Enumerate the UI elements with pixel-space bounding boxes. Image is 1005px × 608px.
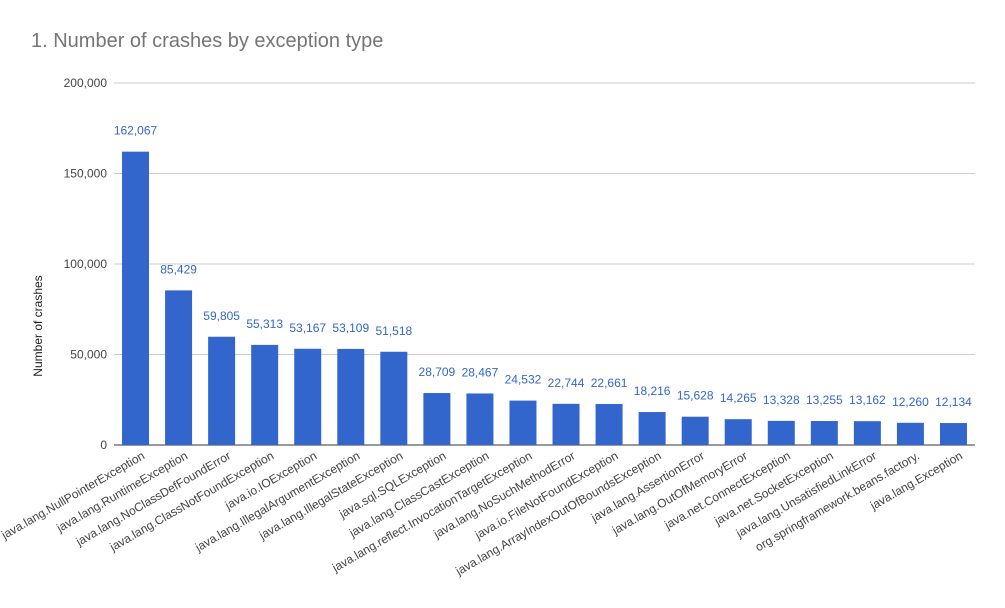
data-label: 13,255 xyxy=(806,393,843,407)
data-label: 12,134 xyxy=(935,395,972,409)
bar xyxy=(853,421,881,445)
data-label: 53,109 xyxy=(332,321,369,335)
bars xyxy=(122,151,967,445)
bar xyxy=(638,412,666,445)
data-label: 53,167 xyxy=(289,321,326,335)
bar xyxy=(337,348,365,445)
data-label: 28,709 xyxy=(419,365,456,379)
data-label: 15,628 xyxy=(677,389,714,403)
y-tick-label: 150,000 xyxy=(64,167,108,181)
y-axis-ticks: 0 50,000 100,000 150,000 200,000 xyxy=(64,76,108,452)
data-label: 13,162 xyxy=(849,393,886,407)
y-axis-label: Number of crashes xyxy=(31,275,45,376)
bar xyxy=(294,348,322,445)
bar xyxy=(251,344,279,445)
bar xyxy=(466,393,494,445)
data-label: 18,216 xyxy=(634,384,671,398)
data-label: 28,467 xyxy=(462,365,499,379)
bar xyxy=(681,416,709,445)
data-label: 12,260 xyxy=(892,395,929,409)
bar xyxy=(423,393,451,445)
data-label: 22,744 xyxy=(548,376,585,390)
bar xyxy=(896,422,924,445)
bar xyxy=(552,403,580,445)
data-label: 14,265 xyxy=(720,391,757,405)
y-tick-label: 50,000 xyxy=(70,348,107,362)
data-label: 24,532 xyxy=(505,373,542,387)
chart-title: 1. Number of crashes by exception type xyxy=(31,30,384,52)
data-label: 162,067 xyxy=(114,124,158,138)
data-label: 59,805 xyxy=(203,309,240,323)
bar xyxy=(208,336,236,445)
y-tick-label: 200,000 xyxy=(64,76,108,90)
bar xyxy=(767,420,795,445)
bar xyxy=(509,400,537,445)
y-tick-label: 0 xyxy=(100,438,107,452)
bar xyxy=(724,419,752,445)
bar xyxy=(939,423,967,445)
data-label: 13,328 xyxy=(763,393,800,407)
gridlines xyxy=(114,82,975,446)
data-labels: 162,067 85,429 59,805 55,313 53,167 53,109 51,… xyxy=(114,124,972,409)
bar xyxy=(380,351,408,445)
data-label: 85,429 xyxy=(160,262,197,276)
bar xyxy=(595,403,623,445)
y-tick-label: 100,000 xyxy=(64,257,108,271)
x-axis-ticks: java.lang.NullPointerExceptionjava.lang.… xyxy=(0,448,965,578)
data-label: 22,661 xyxy=(591,376,628,390)
bar xyxy=(122,151,150,445)
data-label: 55,313 xyxy=(246,317,283,331)
bar xyxy=(165,290,193,445)
data-label: 51,518 xyxy=(375,324,412,338)
bar xyxy=(810,421,838,445)
